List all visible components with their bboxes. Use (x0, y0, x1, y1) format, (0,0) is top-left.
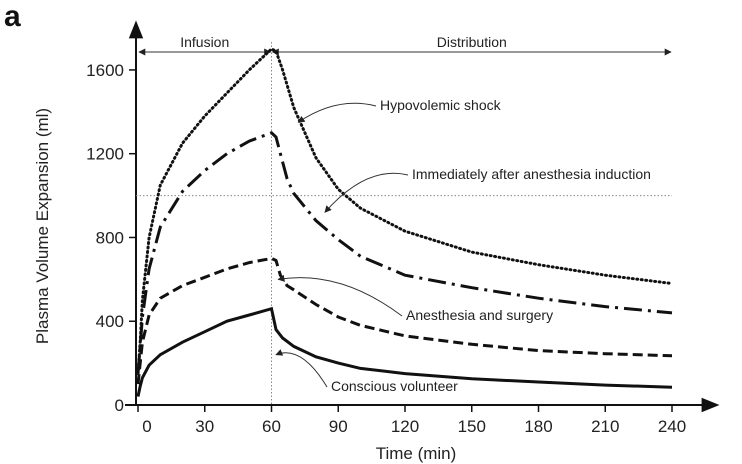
x-tick-label: 60 (262, 417, 281, 436)
phase-label-distribution: Distribution (437, 34, 507, 50)
y-tick-label: 800 (96, 228, 124, 247)
annotation-arrow (297, 102, 377, 123)
annotation-hypovolemic-shock: Hypovolemic shock (380, 97, 502, 113)
y-ticks: 0 400 800 1200 1600 (86, 61, 136, 415)
x-ticks: 0 30 60 90 120 150 180 210 240 (137, 405, 686, 436)
panel-letter: a (4, 0, 21, 33)
x-tick-label: 150 (458, 417, 486, 436)
y-tick-label: 1200 (86, 145, 124, 164)
x-tick-label: 180 (524, 417, 552, 436)
y-tick-label: 0 (115, 396, 124, 415)
annotation-arrow (324, 172, 409, 213)
series-line-conscious-volunteer (136, 306, 673, 397)
annotation-after-anesthesia-induction: Immediately after anesthesia induction (412, 166, 651, 182)
series-line-after-anesthesia-induction (136, 131, 673, 374)
x-tick-label: 240 (658, 417, 686, 436)
x-tick-label: 120 (391, 417, 419, 436)
x-tick-label: 90 (329, 417, 348, 436)
series-line-hypovolemic-shock (136, 47, 674, 376)
y-tick-label: 1600 (86, 61, 124, 80)
annotation-arrow (275, 349, 328, 388)
y-axis-title: Plasma Volume Expansion (ml) (33, 108, 52, 344)
series-line-anesthesia-and-surgery (136, 256, 673, 385)
x-tick-label: 210 (591, 417, 619, 436)
annotation-anesthesia-and-surgery: Anesthesia and surgery (406, 307, 553, 323)
annotation-conscious-volunteer: Conscious volunteer (331, 378, 458, 394)
x-tick-label: 0 (142, 417, 151, 436)
x-axis-title: Time (min) (376, 444, 457, 463)
phase-label-infusion: Infusion (180, 34, 229, 50)
y-tick-label: 400 (96, 312, 124, 331)
annotation-arrow (277, 274, 403, 317)
x-tick-label: 30 (195, 417, 214, 436)
